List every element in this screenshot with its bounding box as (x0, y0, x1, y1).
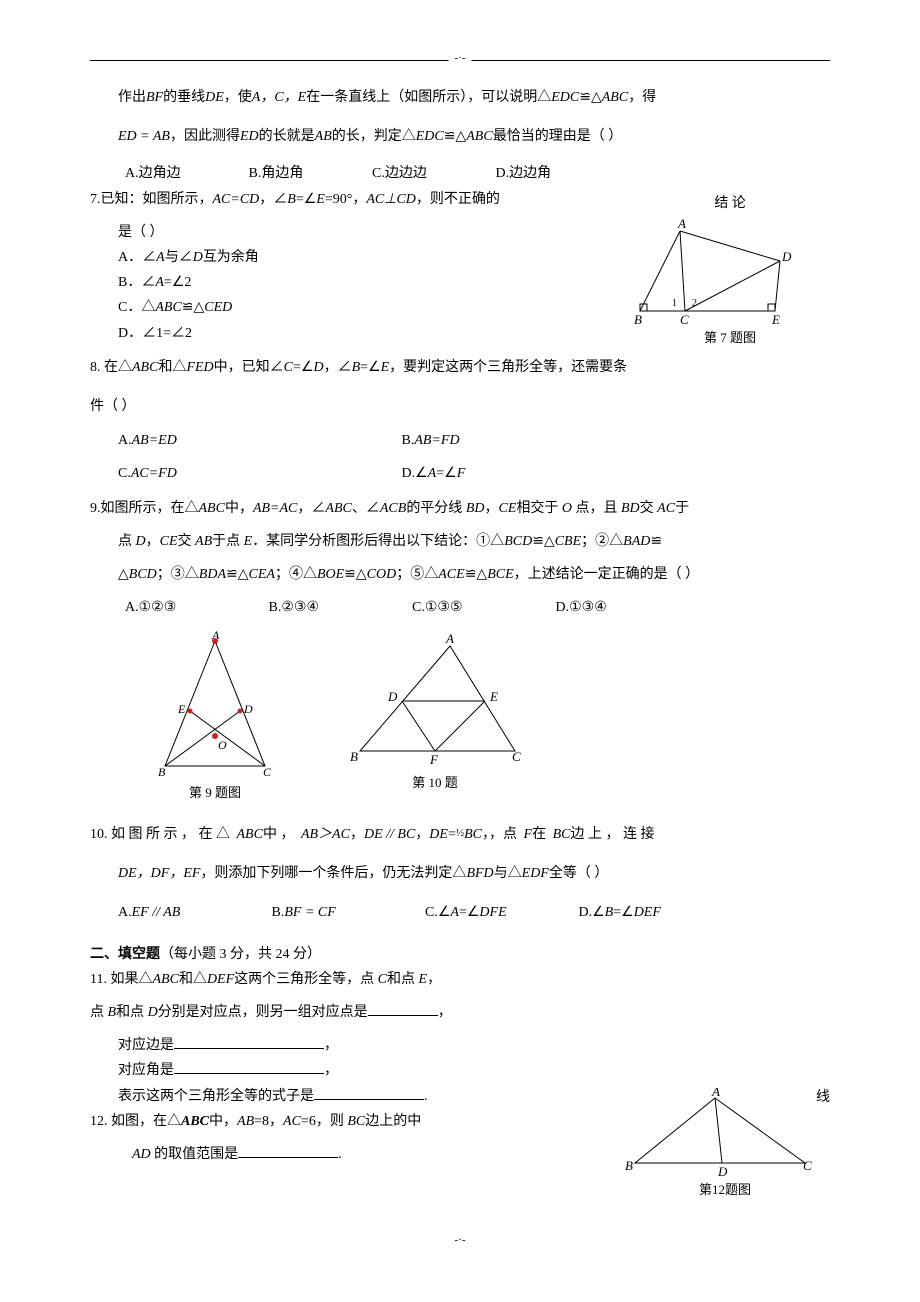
svg-text:B: B (625, 1158, 633, 1173)
q9-optA: A.①②③ (125, 595, 265, 620)
q10-fig-label: 第 10 题 (340, 771, 530, 794)
q7-row: 7.已知：如图所示，AC=CD，∠B=∠E=90°，AC⊥CD，则不正确的 是（… (90, 187, 830, 350)
svg-text:B: B (634, 312, 642, 326)
q12-line2: AD 的取值范围是. (90, 1142, 620, 1167)
svg-text:A: A (211, 631, 220, 642)
q7-stem2: 是（ ） (90, 220, 630, 245)
q9-fig-label: 第 9 题图 (150, 781, 280, 804)
svg-text:1: 1 (672, 298, 677, 309)
q7-optC: C．△ABC≌△CED (90, 295, 630, 320)
q6-optB: B.角边角 (249, 161, 369, 186)
section2-title: 二、填空题（每小题 3 分，共 24 分） (90, 942, 830, 967)
q10-optA: A.EF // AB (118, 900, 268, 925)
q6-cont-line1: 作出BF的垂线DE，使A，C，E在一条直线上（如图所示），可以说明△EDC≌△A… (90, 85, 830, 110)
q10-optB: B.BF = CF (272, 900, 422, 925)
q7-right-label: 结 论 (630, 191, 830, 216)
q9-optC: C.①③⑤ (412, 595, 552, 620)
q11-line4: 对应角是， (90, 1058, 620, 1083)
q9-line3: △BCD；③△BDA≌△CEA；④△BOE≌△COD；⑤△ACE≌△BCE，上述… (90, 562, 830, 587)
q9-optD: D.①③④ (556, 595, 696, 620)
svg-text:B: B (350, 749, 358, 764)
q8-options-row1: A.AB=ED B.AB=FD (90, 428, 830, 453)
q9-q10-figures: A E D O B C 第 9 题图 A D E B F C 第 10 题 (150, 631, 830, 804)
svg-text:D: D (717, 1164, 728, 1178)
svg-text:A: A (677, 216, 686, 231)
q9-line2: 点 D，CE交 AB于点 E．某同学分析图形后得出以下结论：①△BCD≌△CBE… (90, 529, 830, 554)
q9-figure: A E D O B C (150, 631, 280, 781)
page-footer: -·- (90, 1231, 830, 1251)
q6-optA: A.边角边 (125, 161, 245, 186)
q10-optC: C.∠A=∠DFE (425, 900, 575, 925)
q12-line1: 12. 如图，在△ABC中，AB=8，AC=6，则 BC边上的中 (90, 1109, 620, 1134)
svg-text:A: A (711, 1088, 720, 1099)
q10-line1: 10. 如 图 所 示 ， 在 △ ABC中 ， AB＞AC，DE // BC，… (90, 822, 830, 847)
svg-text:E: E (489, 689, 498, 704)
q10-options: A.EF // AB B.BF = CF C.∠A=∠DFE D.∠B=∠DEF (90, 900, 830, 925)
q7-stem: 7.已知：如图所示，AC=CD，∠B=∠E=90°，AC⊥CD，则不正确的 (90, 187, 630, 212)
q11-line3: 对应边是， (90, 1033, 620, 1058)
q11-line5: 表示这两个三角形全等的式子是. (90, 1084, 620, 1109)
svg-text:C: C (512, 749, 521, 764)
svg-text:D: D (387, 689, 398, 704)
q10-figure: A D E B F C (340, 631, 530, 771)
q7-figure: A D B C E 1 2 (630, 216, 800, 326)
q10-optD: D.∠B=∠DEF (579, 900, 729, 925)
svg-text:F: F (429, 752, 439, 767)
svg-text:D: D (781, 249, 792, 264)
svg-text:E: E (771, 312, 780, 326)
svg-text:C: C (803, 1158, 812, 1173)
svg-text:2: 2 (692, 298, 697, 309)
q8-stem: 8. 在△ABC和△FED中，已知∠C=∠D，∠B=∠E，要判定这两个三角形全等… (90, 355, 830, 380)
q6-optD: D.边边角 (496, 161, 616, 186)
q11-line2: 点 B和点 D分别是对应点，则另一组对应点是， (90, 1000, 620, 1025)
q6-options: A.边角边 B.角边角 C.边边边 D.边边角 (90, 161, 830, 186)
q9-optB: B.②③④ (269, 595, 409, 620)
q11-line1: 11. 如果△ABC和△DEF这两个三角形全等，点 C和点 E， (90, 967, 620, 992)
svg-text:C: C (680, 312, 689, 326)
svg-text:C: C (263, 765, 272, 779)
q8-optA: A.AB=ED (118, 428, 398, 453)
q8-optC: C.AC=FD (118, 461, 398, 486)
q7-optD: D．∠1=∠2 (90, 321, 630, 346)
svg-text:D: D (243, 702, 253, 716)
q7-optB: B．∠A=∠2 (90, 270, 630, 295)
q9-options: A.①②③ B.②③④ C.①③⑤ D.①③④ (90, 595, 830, 620)
q9-line1: 9.如图所示，在△ABC中，AB=AC，∠ABC、∠ACB的平分线 BD，CE相… (90, 496, 830, 521)
q7-optA: A．∠A与∠D互为余角 (90, 245, 630, 270)
svg-text:E: E (177, 702, 186, 716)
svg-text:A: A (445, 631, 454, 646)
q12-fig-label: 第12题图 (620, 1178, 830, 1201)
q8-optB: B.AB=FD (402, 428, 682, 453)
q8-optD: D.∠A=∠F (402, 461, 682, 486)
q6-optC: C.边边边 (372, 161, 492, 186)
q6-cont-line2: ED = AB，因此测得ED的长就是AB的长，判定△EDC≌△ABC最恰当的理由… (90, 124, 830, 149)
page-header-rule (90, 60, 830, 61)
q12-figure: A B D C (620, 1088, 820, 1178)
q8-stem2: 件（ ） (90, 394, 830, 419)
q7-fig-label: 第 7 题图 (630, 326, 830, 349)
svg-text:B: B (158, 765, 166, 779)
q10-line2: DE，DF，EF，则添加下列哪一个条件后，仍无法判定△BFD与△EDF全等（ ） (90, 861, 830, 886)
svg-text:O: O (218, 738, 227, 752)
q8-options-row2: C.AC=FD D.∠A=∠F (90, 461, 830, 486)
q11-q12-row: 11. 如果△ABC和△DEF这两个三角形全等，点 C和点 E， 点 B和点 D… (90, 967, 830, 1202)
